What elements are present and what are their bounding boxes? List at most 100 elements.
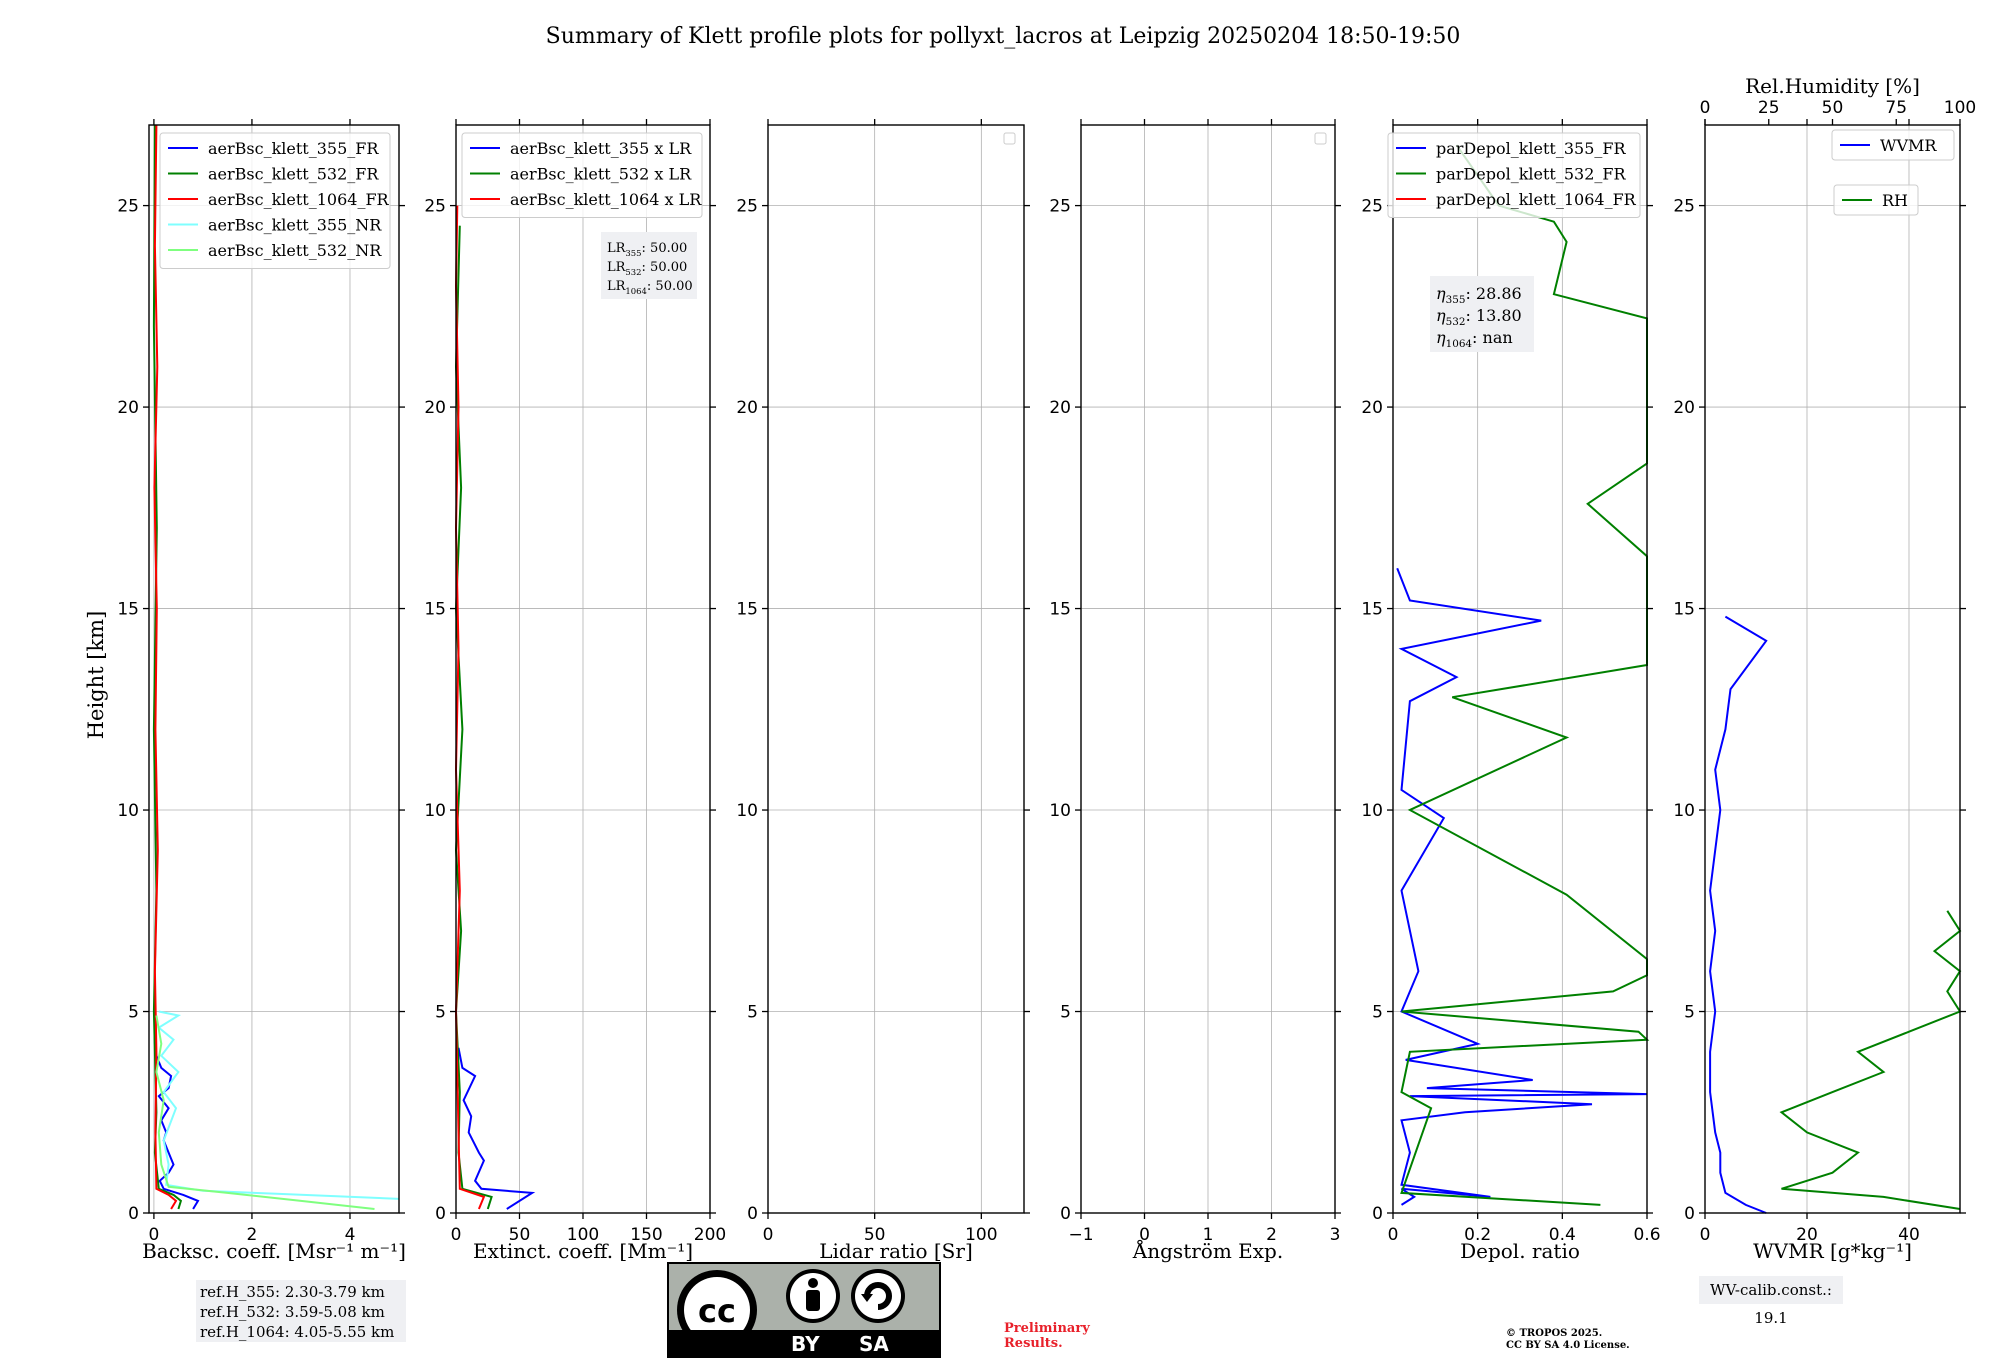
ref-height-532: ref.H_532: 3.59-5.08 km <box>200 1303 385 1321</box>
axes-frame <box>767 124 1025 1214</box>
legend-entry: parDepol_klett_532_FR <box>1436 165 1627 184</box>
copyright-note: © TROPOS 2025. CC BY SA 4.0 License. <box>1506 1328 1630 1351</box>
x-tick-label: 2 <box>1266 1225 1277 1245</box>
reference-height-box: ref.H_355: 2.30-3.79 km ref.H_532: 3.59-… <box>196 1280 406 1342</box>
x-tick-label: 0.6 <box>1633 1225 1660 1245</box>
preliminary-note: Preliminary Results. <box>1004 1321 1090 1351</box>
x-tick-label: 4 <box>345 1225 356 1245</box>
y-tick-label: 5 <box>1372 1003 1383 1023</box>
figure-title: Summary of Klett profile plots for polly… <box>546 24 1461 49</box>
x-tick-label: 0 <box>763 1225 774 1245</box>
legend-box <box>159 132 391 269</box>
x2-tick-label: 0 <box>1700 98 1711 118</box>
figure-ylabel: Height [km] <box>84 611 108 740</box>
x2-tick-label: 50 <box>1822 98 1844 118</box>
eta-box-line: η532: 13.80 <box>1436 306 1522 328</box>
legend-entry: parDepol_klett_355_FR <box>1436 139 1627 158</box>
x-tick-label: 40 <box>1898 1225 1920 1245</box>
legend: WVMR RH <box>1831 129 1955 216</box>
y-tick-label: 15 <box>424 600 446 620</box>
lidar-ratio-box-line: LR355: 50.00 <box>607 241 687 258</box>
y-tick-label: 25 <box>424 197 446 217</box>
series-line-RH <box>1779 910 1962 1210</box>
cc-sa-label: SA <box>859 1332 889 1356</box>
legend-entry: aerBsc_klett_355 x LR <box>510 139 692 158</box>
y-tick-label: 5 <box>1684 1003 1695 1023</box>
y-tick-label: 5 <box>128 1003 139 1023</box>
x-tick-label: 0 <box>451 1225 462 1245</box>
svg-text:cc: cc <box>698 1292 736 1330</box>
legend-box <box>1833 184 1919 216</box>
legend-entry: aerBsc_klett_1064_FR <box>208 190 390 209</box>
x2-axis-label: Rel.Humidity [%] <box>1745 74 1920 98</box>
y-tick-label: 15 <box>1361 600 1383 620</box>
axes-frame <box>1704 124 1961 1214</box>
legend-entry: aerBsc_klett_532 x LR <box>510 165 692 184</box>
y-tick-label: 20 <box>1361 398 1383 418</box>
y-tick-label: 0 <box>435 1204 446 1224</box>
x-tick-label: 0 <box>148 1225 159 1245</box>
x-tick-label: 1 <box>1203 1225 1214 1245</box>
y-tick-label: 25 <box>117 197 139 217</box>
y-tick-label: 0 <box>747 1204 758 1224</box>
chart-panel-wv: 0 20 40 0 5 10 15 20 25 WVMR [g*kg⁻¹] 0 25 50 75 100 Re… <box>1673 74 1976 1263</box>
lidar-ratio-box-line: LR1064: 50.00 <box>607 279 693 296</box>
y-tick-label: 10 <box>1673 801 1695 821</box>
series-line-aerBsc_klett_1064 x LR <box>454 205 486 1210</box>
x-axis-label: Ångström Exp. <box>1132 1238 1283 1263</box>
axes-frame <box>1392 124 1648 1214</box>
wv-calib-box: WV-calib.const.: 19.1 <box>1699 1276 1843 1327</box>
y-tick-label: 0 <box>1372 1204 1383 1224</box>
series-line-WVMR <box>1709 615 1768 1214</box>
x-tick-label: 3 <box>1330 1225 1341 1245</box>
legend-box <box>1831 129 1955 161</box>
x-tick-label: 2 <box>247 1225 258 1245</box>
legend-entry: parDepol_klett_1064_FR <box>1436 190 1637 209</box>
x-axis-label: Backsc. coeff. [Msr⁻¹ m⁻¹] <box>142 1239 406 1263</box>
series-line-aerBsc_klett_532_NR <box>155 1015 375 1210</box>
x-tick-label: 150 <box>630 1225 662 1245</box>
empty-legend-box <box>1314 132 1327 145</box>
y-tick-label: 25 <box>1361 197 1383 217</box>
gridlines <box>1080 125 1336 1214</box>
x-tick-label: 0 <box>1388 1225 1399 1245</box>
chart-panel-ext: 0 50 100 150 200 0 5 10 15 20 25 Extinct. coeff. [M… <box>424 119 726 1263</box>
y-tick-label: 10 <box>736 801 758 821</box>
x-axis-label: Lidar ratio [Sr] <box>819 1239 973 1263</box>
ref-height-1064: ref.H_1064: 4.05-5.55 km <box>200 1323 395 1341</box>
x-tick-label: 100 <box>567 1225 599 1245</box>
series-line-aerBsc_klett_355_NR <box>157 1010 400 1200</box>
x-tick-label: 200 <box>694 1225 726 1245</box>
y-tick-label: 25 <box>736 197 758 217</box>
empty-legend-box <box>1003 132 1016 145</box>
legend-entry: RH <box>1882 191 1908 210</box>
legend-entry: aerBsc_klett_355_NR <box>208 216 382 235</box>
x-tick-label: 0 <box>1139 1225 1150 1245</box>
y-tick-label: 10 <box>117 801 139 821</box>
axes-frame <box>148 124 400 1214</box>
y-tick-label: 5 <box>747 1003 758 1023</box>
gridlines <box>767 125 1024 1214</box>
legend: aerBsc_klett_355_FR aerBsc_klett_532_FRae… <box>159 132 391 269</box>
chart-panel-depol: 0 0.2 0.4 0.6 0 5 10 15 20 25 Depol. ratio parDepol… <box>1361 119 1661 1263</box>
y-tick-label: 15 <box>117 600 139 620</box>
y-tick-label: 5 <box>435 1003 446 1023</box>
gridlines <box>1704 125 1960 1214</box>
eta-box-line: η355: 28.86 <box>1436 284 1522 306</box>
chart-panel-bsc: 0 2 4 0 5 10 15 20 25 Backsc. coeff. [Msr⁻¹ m⁻¹] a… <box>117 119 406 1263</box>
x-axis-label: Extinct. coeff. [Mm⁻¹] <box>473 1239 693 1263</box>
lidar-ratio-box: LR355: 50.00 LR532: 50.00 LR1064: 50.00 <box>601 232 697 299</box>
x-tick-label: 0.2 <box>1464 1225 1491 1245</box>
x2-tick-label: 75 <box>1885 98 1907 118</box>
x2-tick-label: 25 <box>1758 98 1780 118</box>
y-tick-label: 5 <box>1060 1003 1071 1023</box>
series-line-aerBsc_klett_355 x LR <box>457 1047 536 1210</box>
y-tick-label: 10 <box>424 801 446 821</box>
x-tick-label: 0 <box>1700 1225 1711 1245</box>
y-tick-label: 25 <box>1673 197 1695 217</box>
series-line-parDepol_klett_355_FR <box>1396 567 1648 1206</box>
x-tick-label: −1 <box>1068 1225 1093 1245</box>
